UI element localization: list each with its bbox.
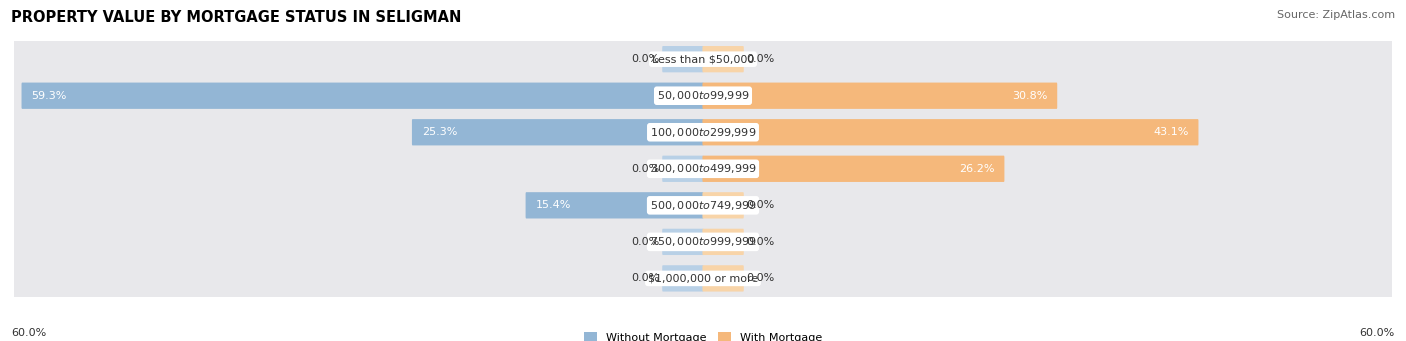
FancyBboxPatch shape	[703, 155, 1004, 182]
FancyBboxPatch shape	[662, 46, 703, 72]
FancyBboxPatch shape	[703, 192, 744, 219]
Text: 0.0%: 0.0%	[631, 273, 659, 283]
Text: 0.0%: 0.0%	[631, 237, 659, 247]
Legend: Without Mortgage, With Mortgage: Without Mortgage, With Mortgage	[579, 328, 827, 341]
FancyBboxPatch shape	[703, 265, 744, 292]
Text: 0.0%: 0.0%	[747, 237, 775, 247]
Text: $50,000 to $99,999: $50,000 to $99,999	[657, 89, 749, 102]
Text: 30.8%: 30.8%	[1012, 91, 1047, 101]
FancyBboxPatch shape	[13, 182, 1393, 229]
FancyBboxPatch shape	[703, 229, 744, 255]
Text: 43.1%: 43.1%	[1153, 127, 1188, 137]
FancyBboxPatch shape	[13, 108, 1393, 156]
Text: PROPERTY VALUE BY MORTGAGE STATUS IN SELIGMAN: PROPERTY VALUE BY MORTGAGE STATUS IN SEL…	[11, 10, 461, 25]
Text: $100,000 to $299,999: $100,000 to $299,999	[650, 126, 756, 139]
Text: $500,000 to $749,999: $500,000 to $749,999	[650, 199, 756, 212]
FancyBboxPatch shape	[703, 46, 744, 72]
FancyBboxPatch shape	[13, 255, 1393, 302]
Text: 60.0%: 60.0%	[1360, 328, 1395, 338]
Text: $1,000,000 or more: $1,000,000 or more	[648, 273, 758, 283]
Text: 0.0%: 0.0%	[747, 200, 775, 210]
FancyBboxPatch shape	[662, 265, 703, 292]
FancyBboxPatch shape	[662, 155, 703, 182]
Text: 15.4%: 15.4%	[536, 200, 571, 210]
Text: 0.0%: 0.0%	[631, 54, 659, 64]
FancyBboxPatch shape	[703, 119, 1198, 145]
FancyBboxPatch shape	[21, 83, 703, 109]
Text: 25.3%: 25.3%	[422, 127, 457, 137]
FancyBboxPatch shape	[13, 72, 1393, 119]
Text: $300,000 to $499,999: $300,000 to $499,999	[650, 162, 756, 175]
FancyBboxPatch shape	[412, 119, 703, 145]
Text: 0.0%: 0.0%	[747, 273, 775, 283]
Text: 60.0%: 60.0%	[11, 328, 46, 338]
Text: 26.2%: 26.2%	[959, 164, 994, 174]
Text: $750,000 to $999,999: $750,000 to $999,999	[650, 235, 756, 248]
Text: 0.0%: 0.0%	[631, 164, 659, 174]
Text: 0.0%: 0.0%	[747, 54, 775, 64]
FancyBboxPatch shape	[13, 218, 1393, 266]
FancyBboxPatch shape	[13, 145, 1393, 193]
FancyBboxPatch shape	[13, 35, 1393, 83]
Text: Source: ZipAtlas.com: Source: ZipAtlas.com	[1277, 10, 1395, 20]
FancyBboxPatch shape	[662, 229, 703, 255]
FancyBboxPatch shape	[703, 83, 1057, 109]
FancyBboxPatch shape	[526, 192, 703, 219]
Text: Less than $50,000: Less than $50,000	[652, 54, 754, 64]
Text: 59.3%: 59.3%	[31, 91, 66, 101]
